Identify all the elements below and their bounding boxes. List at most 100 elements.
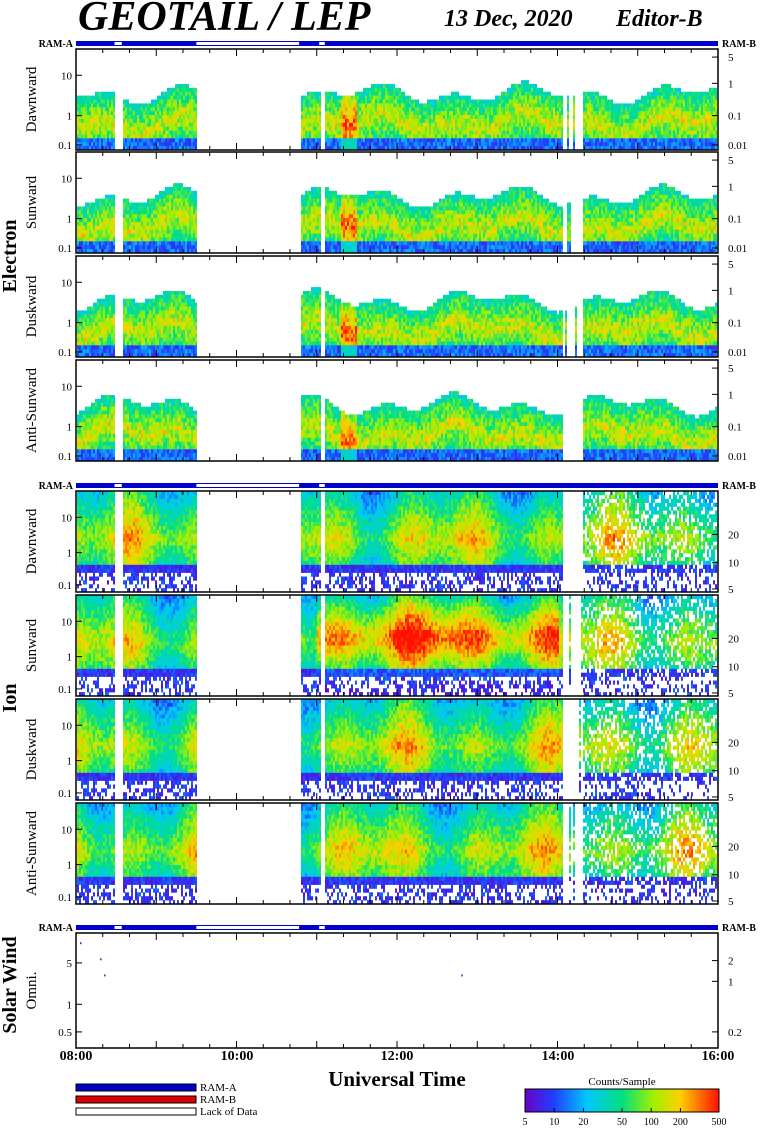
spectrogram-cell	[363, 118, 365, 124]
spectrogram-cell	[469, 99, 471, 104]
spectrogram-cell	[477, 138, 479, 143]
spectrogram-cell	[151, 214, 153, 219]
spectrogram-cell	[183, 190, 185, 195]
spectrogram-cell	[173, 221, 175, 227]
spectrogram-cell	[167, 87, 169, 92]
spectrogram-cell	[467, 107, 469, 112]
spectrogram-cell	[109, 118, 111, 124]
spectrogram-cell	[645, 95, 647, 100]
spectrogram-cell	[309, 214, 311, 219]
spectrogram-cell	[347, 221, 349, 227]
spectrogram-cell	[311, 206, 313, 211]
spectrogram-cell	[441, 99, 443, 104]
spectrogram-cell	[163, 126, 165, 131]
spectrogram-cell	[497, 138, 499, 143]
spectrogram-cell	[183, 221, 185, 227]
spectrogram-cell	[173, 122, 175, 127]
spectrogram-cell	[629, 134, 631, 139]
spectrogram-cell	[169, 237, 171, 242]
spectrogram-cell	[619, 146, 621, 151]
spectrogram-cell	[89, 130, 91, 135]
spectrogram-cell	[379, 115, 381, 120]
spectrogram-cell	[167, 249, 169, 254]
spectrogram-cell	[399, 134, 401, 139]
spectrogram-cell	[617, 111, 619, 116]
spectrogram-cell	[459, 130, 461, 135]
spectrogram-cell	[561, 122, 563, 127]
spectrogram-cell	[391, 126, 393, 131]
spectrogram-cell	[333, 233, 335, 238]
spectrogram-cell	[175, 221, 177, 227]
spectrogram-cell	[143, 126, 145, 131]
spectrogram-cell	[77, 229, 79, 234]
spectrogram-cell	[97, 91, 99, 96]
spectrogram-cell	[125, 214, 127, 219]
spectrogram-cell	[175, 237, 177, 242]
spectrogram-cell	[635, 99, 637, 104]
spectrogram-cell	[175, 126, 177, 131]
spectrogram-cell	[367, 134, 369, 139]
spectrogram-cell	[713, 122, 715, 127]
spectrogram-cell	[169, 103, 171, 108]
spectrogram-cell	[483, 138, 485, 143]
spectrogram-cell	[395, 138, 397, 143]
spectrogram-cell	[671, 126, 673, 131]
spectrogram-cell	[315, 111, 317, 116]
spectrogram-cell	[395, 103, 397, 108]
spectrogram-cell	[131, 111, 133, 116]
spectrogram-cell	[315, 218, 317, 223]
spectrogram-cell	[409, 118, 411, 124]
spectrogram-cell	[193, 245, 195, 250]
spectrogram-cell	[349, 221, 351, 227]
spectrogram-cell	[307, 99, 309, 104]
spectrogram-cell	[499, 138, 501, 143]
spectrogram-cell	[401, 115, 403, 120]
spectrogram-cell	[189, 233, 191, 238]
spectrogram-cell	[557, 95, 559, 100]
spectrogram-cell	[103, 134, 105, 139]
spectrogram-cell	[305, 111, 307, 116]
spectrogram-cell	[639, 142, 641, 147]
spectrogram-cell	[509, 115, 511, 120]
spectrogram-cell	[377, 122, 379, 127]
spectrogram-cell	[303, 130, 305, 135]
spectrogram-cell	[655, 99, 657, 104]
spectrogram-cell	[531, 122, 533, 127]
spectrogram-cell	[439, 142, 441, 147]
spectrogram-cell	[523, 99, 525, 104]
spectrogram-cell	[307, 111, 309, 116]
spectrogram-cell	[461, 146, 463, 151]
spectrogram-cell	[179, 126, 181, 131]
spectrogram-cell	[629, 107, 631, 112]
spectrogram-cell	[87, 118, 89, 124]
spectrogram-cell	[691, 95, 693, 100]
spectrogram-cell	[175, 138, 177, 143]
spectrogram-cell	[603, 103, 605, 108]
spectrogram-cell	[163, 229, 165, 234]
spectrogram-cell	[309, 206, 311, 211]
spectrogram-cell	[93, 95, 95, 100]
spectrogram-cell	[553, 146, 555, 151]
spectrogram-cell	[421, 115, 423, 120]
spectrogram-cell	[161, 134, 163, 139]
spectrogram-cell	[155, 229, 157, 234]
spectrogram-cell	[425, 115, 427, 120]
spectrogram-cell	[471, 138, 473, 143]
spectrogram-cell	[701, 99, 703, 104]
spectrogram-cell	[513, 130, 515, 135]
spectrogram-cell	[327, 190, 329, 195]
spectrogram-cell	[145, 221, 147, 227]
spectrogram-cell	[127, 245, 129, 250]
spectrogram-cell	[671, 115, 673, 120]
spectrogram-cell	[187, 130, 189, 135]
spectrogram-cell	[357, 95, 359, 100]
spectrogram-cell	[605, 138, 607, 143]
spectrogram-cell	[529, 115, 531, 120]
spectrogram-cell	[349, 126, 351, 131]
spectrogram-cell	[347, 225, 349, 230]
spectrogram-cell	[359, 130, 361, 135]
spectrogram-cell	[635, 107, 637, 112]
spectrogram-cell	[159, 126, 161, 131]
spectrogram-cell	[549, 146, 551, 151]
spectrogram-cell	[107, 134, 109, 139]
